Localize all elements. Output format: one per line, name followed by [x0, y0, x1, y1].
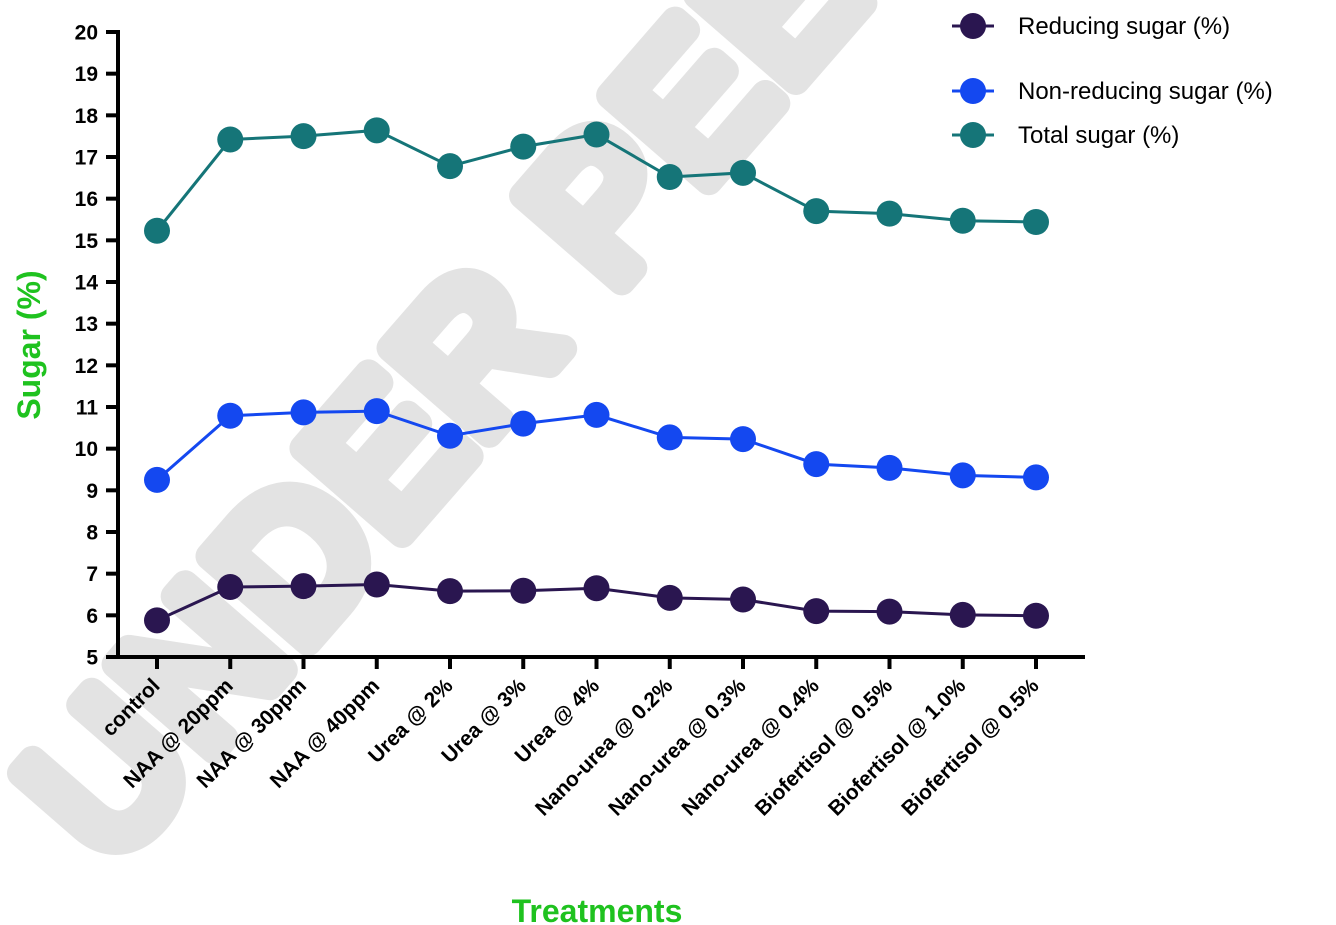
data-point: [363, 571, 390, 598]
x-tick-label: Nano-urea @ 0.2%: [531, 674, 678, 821]
data-point: [656, 584, 683, 611]
y-axis-title: Sugar (%): [11, 270, 47, 419]
data-point: [217, 402, 244, 429]
data-point: [730, 159, 756, 186]
data-point: [290, 399, 317, 426]
y-tick-label: 10: [75, 438, 98, 461]
data-point: [583, 121, 610, 148]
data-point: [290, 573, 317, 600]
y-tick-label: 12: [75, 355, 98, 378]
data-point: [1023, 209, 1049, 235]
y-tick-label: 20: [75, 22, 98, 45]
legend-marker: [960, 78, 986, 104]
data-point: [803, 198, 830, 225]
data-point: [730, 586, 756, 613]
data-point: [730, 426, 756, 453]
data-point: [1023, 464, 1049, 491]
data-point: [656, 424, 683, 451]
data-point: [437, 153, 463, 180]
data-point: [144, 466, 170, 493]
series-3: [144, 117, 1049, 244]
series-layer: [144, 117, 1049, 634]
legend-label: Reducing sugar (%): [1018, 13, 1230, 40]
data-point: [363, 117, 390, 144]
y-tick-label: 18: [75, 105, 99, 128]
data-point: [876, 200, 903, 227]
data-point: [510, 133, 537, 160]
x-tick-label: Nano-urea @ 0.3%: [604, 674, 751, 821]
data-point: [583, 401, 610, 428]
y-tick-label: 15: [75, 230, 99, 253]
x-tick-label: Biofertisol @ 0.5%: [897, 674, 1043, 820]
y-tick-label: 16: [75, 188, 98, 211]
data-point: [949, 207, 976, 234]
data-point: [217, 126, 244, 153]
data-point: [363, 398, 390, 425]
data-point: [583, 575, 610, 602]
data-point: [1023, 602, 1049, 629]
x-tick-label: Biofertisol @ 1.0%: [824, 674, 970, 820]
y-tick-label: 14: [75, 272, 99, 295]
data-point: [949, 601, 976, 628]
x-axis-title: Treatments: [512, 893, 683, 925]
data-point: [803, 451, 830, 478]
y-tick-label: 5: [86, 647, 98, 670]
data-point: [656, 164, 683, 190]
data-point: [437, 578, 463, 605]
data-point: [510, 410, 537, 437]
legend-label: Total sugar (%): [1018, 122, 1179, 149]
series-2: [144, 398, 1049, 493]
data-point: [510, 577, 537, 604]
data-point: [437, 422, 463, 449]
data-point: [144, 217, 170, 244]
data-point: [144, 607, 170, 634]
y-tick-label: 17: [75, 147, 98, 170]
data-point: [217, 574, 244, 600]
y-tick-label: 9: [86, 480, 98, 503]
legend-marker: [960, 13, 986, 39]
y-tick-label: 11: [76, 397, 99, 420]
legend-marker: [960, 122, 986, 148]
legend-label: Non-reducing sugar (%): [1018, 78, 1273, 105]
data-point: [949, 462, 976, 489]
legend: Reducing sugar (%) Non-reducing sugar (%)…: [952, 13, 1273, 149]
data-point: [803, 598, 830, 625]
x-tick-label: Biofertisol @ 0.5%: [751, 674, 897, 820]
data-point: [290, 123, 317, 150]
y-tick-label: 7: [86, 563, 98, 586]
y-tick-label: 19: [75, 63, 98, 86]
series-1: [144, 571, 1049, 634]
data-point: [876, 454, 903, 481]
data-point: [876, 598, 903, 625]
y-tick-label: 8: [86, 522, 98, 545]
y-tick-label: 13: [75, 313, 98, 336]
x-tick-label: Nano-urea @ 0.4%: [678, 674, 825, 821]
y-tick-label: 6: [86, 605, 98, 628]
